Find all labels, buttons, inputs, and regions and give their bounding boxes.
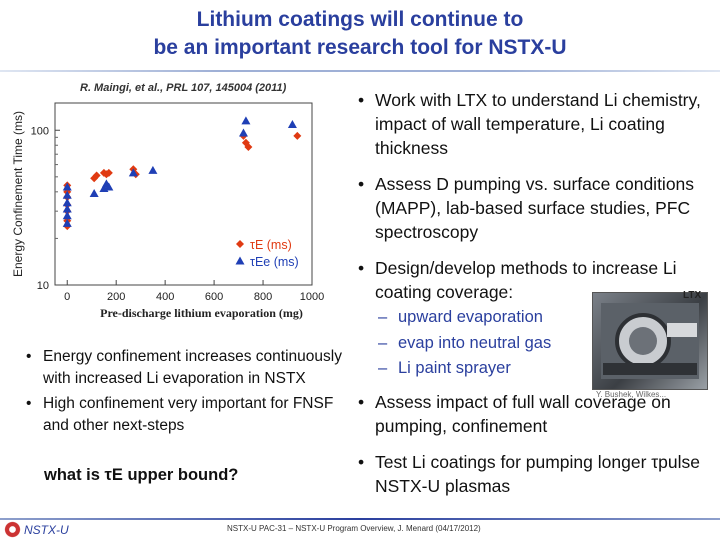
photo-label-ltx: LTX (683, 290, 702, 301)
title-line-2: be an important research tool for NSTX-U (153, 36, 567, 59)
confinement-chart: 0 200 400 600 800 1000 100 10 Pre-discharge lith… (11, 102, 324, 320)
bullet-dot-icon: • (358, 452, 365, 472)
tau-e-point (293, 131, 302, 140)
bullet-text: Test Li coatings for pumping longer τpul… (375, 452, 701, 496)
bullet-coverage: • Design/develop methods to increase Li … (358, 256, 708, 304)
bullet-text: High confinement very important for FNSF… (43, 395, 334, 434)
bullet-text: Assess D pumping vs. surface conditions … (375, 174, 695, 242)
tau-ee-point (62, 182, 72, 191)
y-axis-label: Energy Confinement Time (ms) (11, 111, 25, 277)
tau-e-point (92, 171, 101, 180)
tau-ee-point (238, 128, 248, 137)
legend-triangle-icon (235, 256, 245, 265)
bullet-text: Work with LTX to understand Li chemistry… (375, 90, 701, 158)
x-tick-label: 600 (205, 291, 223, 303)
tau-ee-point (241, 116, 251, 125)
slide-title: Lithium coatings will continue to be an … (0, 6, 720, 62)
y-tick-label: 10 (37, 280, 49, 292)
bullet-dot-icon: • (358, 174, 365, 194)
bullet-text: Energy confinement increases continuousl… (43, 348, 342, 387)
tau-ee-point (62, 211, 72, 220)
bullet-text: Design/develop methods to increase Li co… (375, 258, 677, 302)
sub-item-text: upward evaporation (398, 308, 543, 326)
x-tick-label: 800 (254, 291, 272, 303)
bullet-pumping: • Assess D pumping vs. surface condition… (358, 172, 708, 244)
tau-ee-point (62, 204, 72, 213)
legend-label: τE (ms) (250, 238, 292, 252)
y-tick-label: 100 (31, 125, 49, 137)
tau-ee-point (148, 165, 158, 174)
photo-caption: Y. Bushek, Wilkes... (596, 390, 667, 399)
sub-item: – evap into neutral gas (378, 333, 552, 352)
bullet-dot-icon: • (26, 395, 32, 412)
sub-item-text: evap into neutral gas (398, 333, 552, 352)
citation: R. Maingi, et al., PRL 107, 145004 (2011… (80, 82, 287, 94)
x-tick-label: 400 (156, 291, 174, 303)
footer-divider (0, 518, 720, 520)
tau-e-point (241, 138, 250, 147)
sub-item-text: Li paint sprayer (398, 359, 511, 377)
bullet-wall-coverage: • Assess impact of full wall coverage on… (358, 390, 708, 438)
x-axis-label: Pre-discharge lithium evaporation (mg) (100, 306, 303, 320)
bullet-energy-confinement: • Energy confinement increases continuou… (26, 346, 346, 389)
nstx-logo-icon (4, 521, 21, 538)
bullet-dot-icon: • (358, 258, 365, 278)
tau-ee-point (104, 182, 114, 191)
tau-e-point (104, 168, 113, 177)
li-sprayer-photo (592, 292, 708, 390)
x-tick-label: 0 (64, 291, 70, 303)
tau-ee-point (62, 190, 72, 199)
title-divider (0, 70, 720, 72)
right-bullet-list: • Work with LTX to understand Li chemist… (358, 88, 708, 316)
tau-ee-point (62, 198, 72, 207)
coverage-methods-list: – upward evaporation – evap into neutral g… (378, 305, 551, 382)
photo-illustration (601, 303, 699, 379)
legend-label: τEe (ms) (250, 255, 299, 269)
tau-ee-point (128, 168, 138, 177)
bullet-text: Assess impact of full wall coverage on p… (375, 392, 671, 436)
tau-ee-point (287, 119, 297, 128)
tau-ee-point (89, 189, 99, 198)
tau-ee-point (62, 218, 72, 227)
footer-text: NSTX-U PAC-31 – NSTX-U Program Overview,… (227, 524, 481, 533)
lower-bullet-list: • Assess impact of full wall coverage on… (358, 390, 708, 510)
title-line-1: Lithium coatings will continue to (196, 8, 524, 31)
sub-item: – Li paint sprayer (378, 359, 511, 377)
upper-bound-question: what is τE upper bound? (44, 466, 239, 484)
left-bullet-list: • Energy confinement increases continuou… (26, 346, 346, 440)
bullet-dot-icon: • (358, 90, 365, 110)
footer-brand: NSTX-U (24, 523, 69, 537)
tau-e-point (244, 142, 253, 151)
x-tick-label: 1000 (300, 291, 324, 303)
plot-frame (54, 102, 313, 286)
bullet-ltx: • Work with LTX to understand Li chemist… (358, 88, 708, 160)
legend-diamond-icon (236, 240, 244, 248)
bullet-high-confinement: • High confinement very important for FN… (26, 393, 346, 436)
bullet-dot-icon: • (26, 348, 32, 365)
sub-item: – upward evaporation (378, 308, 543, 326)
bullet-dot-icon: • (358, 392, 365, 412)
x-tick-label: 200 (107, 291, 125, 303)
bullet-pulse: • Test Li coatings for pumping longer τp… (358, 450, 708, 498)
